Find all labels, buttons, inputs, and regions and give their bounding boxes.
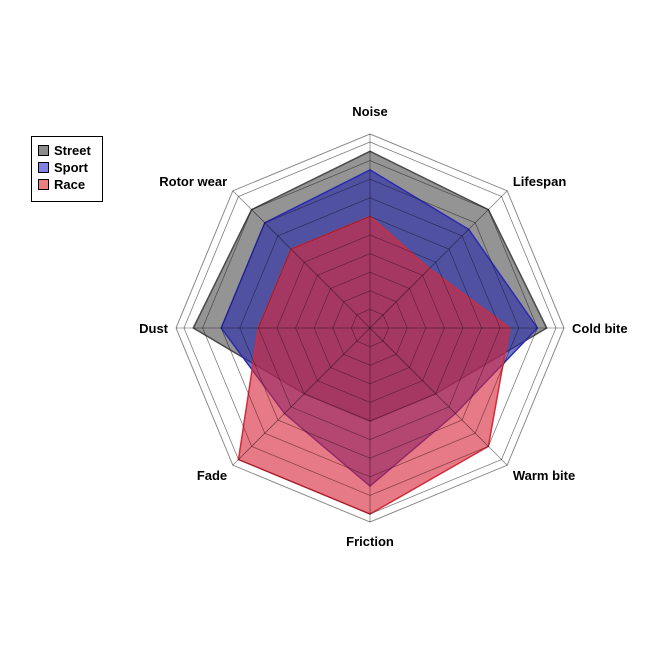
spoke-fade — [232, 327, 371, 466]
axis-label-rotor-wear: Rotor wear — [159, 174, 227, 189]
spoke-lifespan — [369, 190, 508, 329]
spoke-warm-bite — [369, 327, 508, 466]
legend-swatch-street — [38, 145, 49, 156]
legend-swatch-sport — [38, 162, 49, 173]
series-race — [237, 215, 511, 515]
grid-ring-overlay — [220, 178, 520, 478]
axis-label-fade: Fade — [197, 468, 227, 483]
grid-ring-overlay — [295, 253, 445, 403]
axis-label-friction: Friction — [346, 534, 394, 549]
legend-item-race: Race — [38, 176, 102, 193]
grid-ring-overlay — [332, 290, 408, 366]
series-area-race — [237, 215, 511, 515]
legend: Street Sport Race — [31, 136, 103, 202]
axis-label-cold-bite: Cold bite — [572, 321, 628, 336]
axis-label-lifespan: Lifespan — [513, 174, 567, 189]
grid-ring-overlay — [313, 271, 427, 385]
spoke-rotor-wear — [232, 190, 371, 329]
legend-item-sport: Sport — [38, 159, 102, 176]
grid-ring-overlay — [183, 141, 557, 515]
axis-label-noise: Noise — [352, 104, 387, 119]
legend-label-street: Street — [54, 143, 91, 158]
radar-grid-overlay — [183, 141, 557, 515]
grid-ring-overlay — [258, 216, 482, 440]
grid-ring-overlay — [351, 309, 389, 347]
grid-ring-overlay — [202, 160, 538, 496]
legend-label-sport: Sport — [54, 160, 88, 175]
grid-ring-overlay — [276, 234, 464, 422]
legend-swatch-race — [38, 179, 49, 190]
grid-ring-overlay — [239, 197, 501, 459]
legend-item-street: Street — [38, 142, 102, 159]
axis-label-dust: Dust — [139, 321, 169, 336]
axis-label-warm-bite: Warm bite — [513, 468, 575, 483]
legend-label-race: Race — [54, 177, 86, 192]
